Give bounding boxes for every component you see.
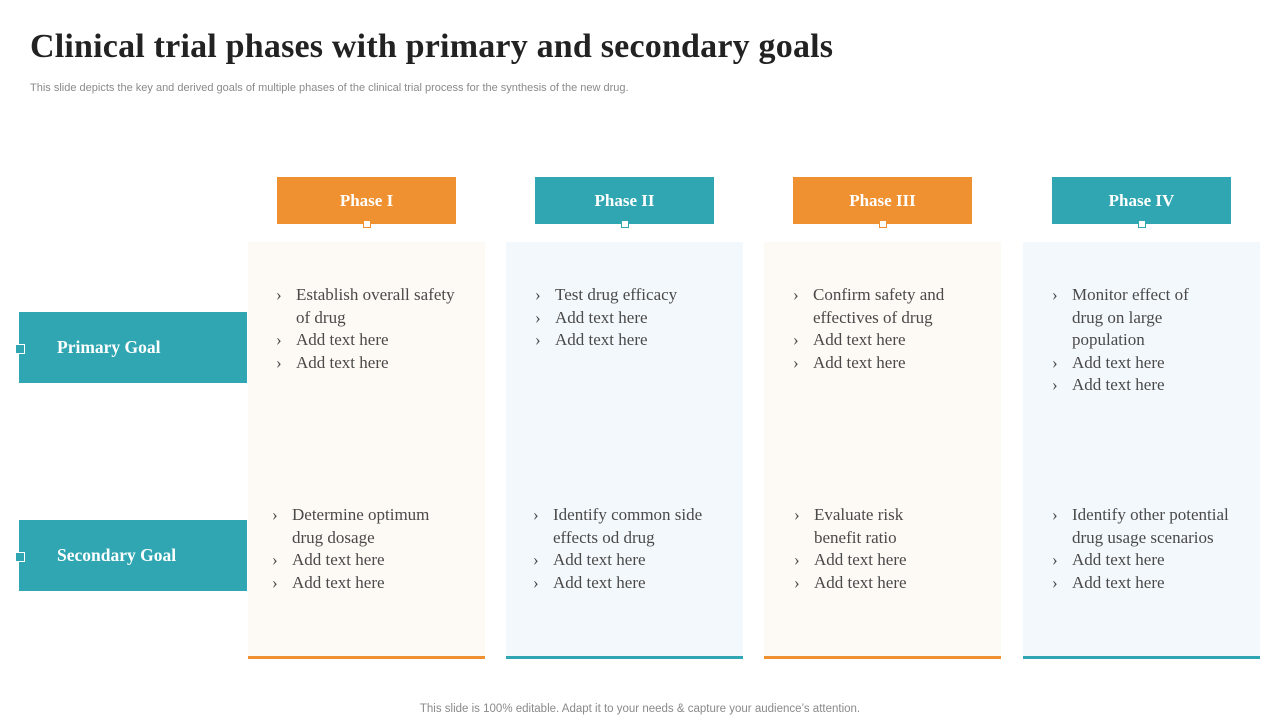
phase-3-secondary-list: Evaluate risk benefit ratio Add text her… [794, 504, 939, 594]
phase-3-primary-list: Confirm safety and effectives of drug Ad… [793, 284, 973, 374]
connector-dot-icon [1137, 220, 1146, 228]
list-item: Test drug efficacy [535, 284, 720, 307]
phase-4-secondary-list: Identify other potential drug usage scen… [1052, 504, 1237, 594]
phase-3-header: Phase III [793, 177, 972, 228]
connector-dot-icon [878, 220, 887, 228]
phase-1-primary-list: Establish overall safety of drug Add tex… [276, 284, 456, 374]
footer-note: This slide is 100% editable. Adapt it to… [419, 703, 861, 715]
phase-4-label: Phase IV [1108, 190, 1175, 210]
phase-4-primary-list: Monitor effect of drug on large populati… [1052, 284, 1217, 397]
page-title: Clinical trial phases with primary and s… [30, 28, 834, 65]
page-subtitle: This slide depicts the key and derived g… [30, 82, 629, 94]
connector-square-icon [15, 551, 25, 562]
secondary-goal-label: Secondary Goal [15, 520, 247, 591]
list-item: Add text here [793, 352, 973, 375]
primary-goal-text: Primary Goal [57, 337, 161, 357]
list-item: Add text here [1052, 549, 1237, 572]
list-item: Add text here [535, 329, 720, 352]
list-item: Add text here [1052, 352, 1217, 375]
list-item: Add text here [793, 329, 973, 352]
phase-1-header: Phase I [277, 177, 456, 228]
list-item: Monitor effect of drug on large populati… [1052, 284, 1217, 352]
primary-goal-label: Primary Goal [15, 312, 247, 383]
list-item: Add text here [276, 352, 456, 375]
phase-1-label: Phase I [339, 190, 394, 210]
connector-dot-icon [362, 220, 371, 228]
connector-dot-icon [620, 220, 629, 228]
list-item: Add text here [272, 572, 457, 595]
list-item: Identify other potential drug usage scen… [1052, 504, 1237, 549]
list-item: Confirm safety and effectives of drug [793, 284, 973, 329]
list-item: Add text here [1052, 374, 1217, 397]
list-item: Add text here [535, 307, 720, 330]
phase-1-secondary-list: Determine optimum drug dosage Add text h… [272, 504, 457, 594]
list-item: Add text here [533, 549, 718, 572]
phase-2-label: Phase II [594, 190, 655, 210]
list-item: Add text here [272, 549, 457, 572]
secondary-goal-text: Secondary Goal [57, 545, 177, 565]
phase-2-secondary-list: Identify common side effects od drug Add… [533, 504, 718, 594]
phase-2-primary-list: Test drug efficacy Add text here Add tex… [535, 284, 720, 352]
list-item: Add text here [533, 572, 718, 595]
list-item: Add text here [1052, 572, 1237, 595]
list-item: Establish overall safety of drug [276, 284, 456, 329]
list-item: Determine optimum drug dosage [272, 504, 457, 549]
connector-square-icon [15, 343, 25, 354]
list-item: Identify common side effects od drug [533, 504, 718, 549]
phase-3-label: Phase III [849, 190, 916, 210]
phase-4-header: Phase IV [1052, 177, 1231, 228]
list-item: Add text here [276, 329, 456, 352]
list-item: Evaluate risk benefit ratio [794, 504, 939, 549]
list-item: Add text here [794, 572, 939, 595]
list-item: Add text here [794, 549, 939, 572]
phase-2-header: Phase II [535, 177, 714, 228]
